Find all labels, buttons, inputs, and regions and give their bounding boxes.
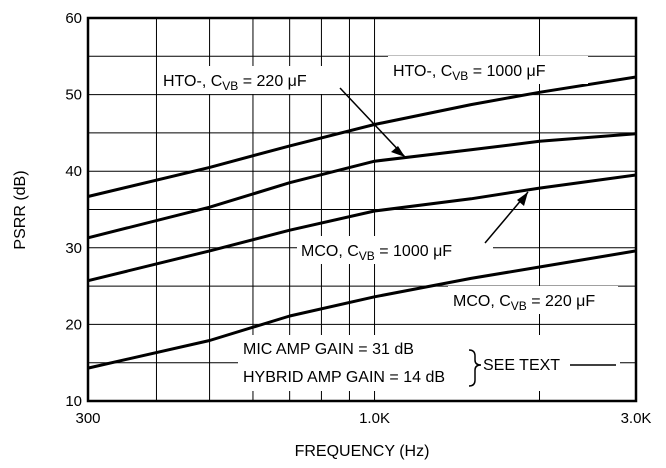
see-text-note: SEE TEXT xyxy=(483,357,560,374)
y-tick-label-10: 10 xyxy=(65,393,82,410)
hybrid-amp-gain: HYBRID AMP GAIN = 14 dB xyxy=(243,369,445,386)
annotations: HTO-, CVB = 220 μF HTO-, CVB = 1000 μF M… xyxy=(159,56,620,391)
mco-1000-suffix: = 1000 μF xyxy=(375,243,452,260)
mco-1000-label-bg xyxy=(297,236,493,264)
axes xyxy=(86,16,638,403)
hto-220-label-bg xyxy=(159,66,345,94)
gain-notes-bg xyxy=(238,335,620,391)
y-axis-label: PSRR (dB) xyxy=(12,170,29,249)
gain-notes-brace xyxy=(468,349,482,387)
hto-1000-label-bg xyxy=(388,56,588,84)
hto-220-arrowhead xyxy=(391,146,405,157)
tick-labels: 10 20 30 40 50 60 300 1.0K 3.0K xyxy=(65,10,651,427)
series-line-2 xyxy=(87,132,637,240)
series-line-4 xyxy=(87,249,637,370)
hto-220-suffix: = 220 μF xyxy=(238,73,307,90)
x-tick-label-1: 1.0K xyxy=(359,410,390,427)
hto-220-sub: VB xyxy=(222,79,238,93)
mco-1000-arrowhead xyxy=(517,192,528,206)
mco-1000-label: MCO, CVB = 1000 μF xyxy=(301,243,452,263)
hto-1000-suffix: = 1000 μF xyxy=(468,63,545,80)
mic-amp-gain: MIC AMP GAIN = 31 dB xyxy=(243,341,414,358)
mco-220-suffix: = 220 μF xyxy=(527,293,596,310)
y-tick-label-20: 20 xyxy=(65,316,82,333)
y-tick-label-30: 30 xyxy=(65,240,82,257)
series-line-3 xyxy=(87,173,637,283)
hto-220-label: HTO-, CVB = 220 μF xyxy=(163,73,307,93)
hto-220-prefix: HTO-, C xyxy=(163,73,222,90)
mco-220-prefix: MCO, C xyxy=(453,293,511,310)
y-tick-label-40: 40 xyxy=(65,163,82,180)
y-tick-label-60: 60 xyxy=(65,10,82,27)
hto-1000-sub: VB xyxy=(452,69,468,83)
hto-220-pointer xyxy=(339,87,406,158)
x-axis-label: FREQUENCY (Hz) xyxy=(295,443,430,460)
mco-1000-prefix: MCO, C xyxy=(301,243,359,260)
y-tick-label-50: 50 xyxy=(65,87,82,104)
mco-220-label-bg xyxy=(448,286,618,314)
x-tick-label-0: 300 xyxy=(75,410,100,427)
x-tick-label-2: 3.0K xyxy=(621,410,652,427)
mco-1000-sub: VB xyxy=(359,249,375,263)
hto-1000-prefix: HTO-, C xyxy=(393,63,452,80)
mco-220-label: MCO, CVB = 220 μF xyxy=(453,293,595,313)
hto-1000-label: HTO-, CVB = 1000 μF xyxy=(393,63,546,83)
mco-220-sub: VB xyxy=(511,299,527,313)
plot-frame xyxy=(86,16,638,403)
